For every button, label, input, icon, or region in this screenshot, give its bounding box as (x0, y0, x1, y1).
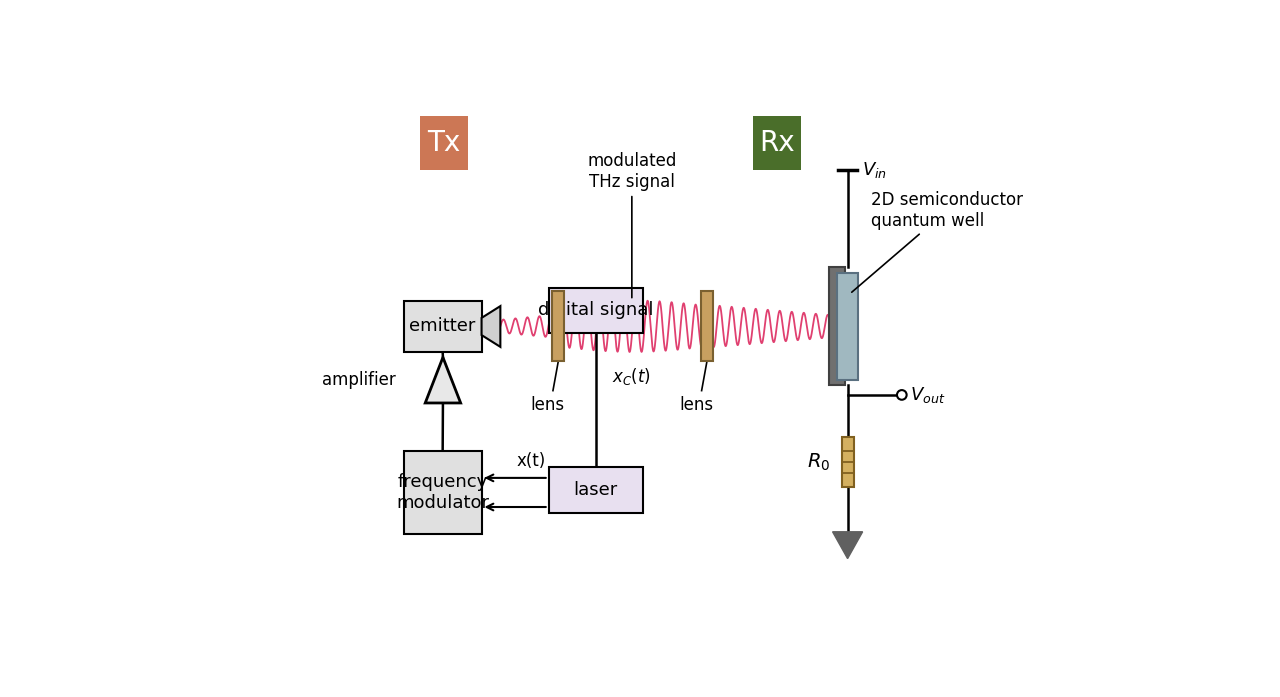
Text: laser: laser (573, 481, 618, 499)
Text: modulated
THz signal: modulated THz signal (588, 152, 677, 298)
Text: Rx: Rx (759, 129, 795, 157)
Bar (403, 301, 481, 352)
Bar (549, 288, 643, 333)
Text: lens: lens (680, 396, 713, 414)
Circle shape (897, 390, 906, 400)
Text: Tx: Tx (428, 129, 461, 157)
Bar (829, 267, 845, 385)
Text: emitter: emitter (410, 318, 476, 335)
Polygon shape (832, 532, 863, 558)
Bar (549, 468, 643, 513)
Bar (553, 291, 564, 361)
Text: digital signal: digital signal (538, 301, 653, 319)
Text: $V_{out}$: $V_{out}$ (910, 385, 945, 405)
Text: frequency
modulator: frequency modulator (397, 473, 489, 512)
Bar (753, 116, 801, 169)
Text: lens: lens (530, 396, 564, 414)
Polygon shape (425, 358, 461, 403)
Text: 2D semiconductor
quantum well: 2D semiconductor quantum well (851, 191, 1023, 292)
Text: x(t): x(t) (517, 452, 547, 470)
Bar (837, 273, 858, 380)
Bar (701, 291, 713, 361)
Bar (842, 436, 854, 487)
Text: $R_0$: $R_0$ (806, 452, 829, 473)
Text: $x_C(t)$: $x_C(t)$ (612, 367, 652, 388)
Bar (420, 116, 468, 169)
Polygon shape (481, 306, 500, 347)
Text: amplifier: amplifier (323, 372, 396, 389)
Text: $V_{in}$: $V_{in}$ (861, 160, 887, 180)
Bar (403, 451, 481, 535)
